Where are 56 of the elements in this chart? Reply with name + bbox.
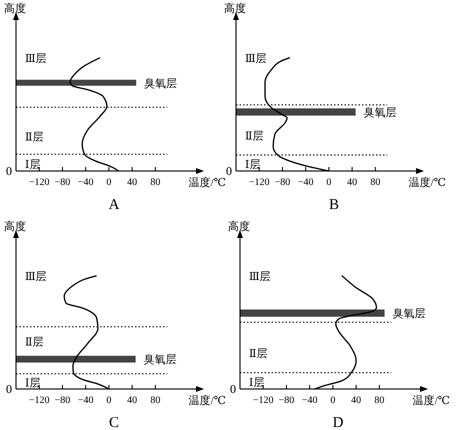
x-axis-title: 温度/℃	[188, 394, 226, 407]
annotation: Ⅱ层	[25, 131, 44, 144]
x-tick-label: −120	[248, 177, 270, 188]
x-tick-label: −40	[78, 395, 94, 406]
annotation: Ⅲ层	[25, 270, 47, 283]
annotation: Ⅲ层	[245, 52, 267, 65]
annotation: Ⅰ层	[245, 159, 260, 172]
annotation: Ⅱ层	[245, 130, 264, 143]
x-tick-label: −120	[28, 395, 50, 406]
y-axis-title: 高度	[224, 2, 246, 15]
annotation: 臭氧层	[144, 78, 178, 90]
x-tick-label: 80	[150, 177, 160, 188]
x-tick-label: −80	[274, 177, 290, 188]
x-tick-label: 0	[330, 395, 336, 406]
annotation: Ⅱ层	[249, 348, 268, 360]
x-tick-label: 80	[370, 177, 380, 188]
text: 0	[6, 164, 12, 178]
x-tick-label: −40	[298, 177, 314, 188]
y-axis-title: 高度	[228, 220, 250, 233]
text: B	[328, 197, 340, 213]
x-tick-label: −120	[252, 395, 274, 406]
annotation: 臭氧层	[144, 354, 177, 366]
annotation: 臭氧层	[364, 107, 397, 120]
text: 0	[230, 382, 236, 396]
annotation: 臭氧层	[392, 308, 426, 320]
x-tick-label: 0	[106, 177, 112, 188]
text: D	[332, 415, 344, 430]
text: A	[108, 197, 120, 213]
x-tick-label: 80	[374, 395, 384, 406]
x-tick-label: 80	[150, 395, 160, 406]
annotation: Ⅱ层	[25, 336, 44, 348]
annotation: Ⅰ层	[25, 378, 40, 390]
annotation: Ⅰ层	[25, 158, 40, 171]
x-axis-title: 温度/℃	[408, 176, 446, 189]
text: 0	[226, 164, 232, 178]
x-tick-label: −120	[28, 177, 50, 188]
x-tick-label: 40	[347, 177, 358, 188]
annotation: Ⅲ层	[249, 270, 271, 283]
x-tick-label: 40	[127, 177, 138, 188]
x-tick-label: 0	[106, 395, 112, 406]
x-tick-label: 0	[326, 177, 332, 188]
text: C	[108, 415, 120, 430]
x-tick-label: 40	[351, 395, 362, 406]
x-tick-label: −40	[78, 177, 94, 188]
x-tick-label: −80	[54, 177, 70, 188]
y-axis-title: 高度	[4, 2, 26, 15]
x-tick-label: −40	[302, 395, 318, 406]
x-tick-label: 40	[127, 395, 138, 406]
x-tick-label: −80	[278, 395, 294, 406]
text: 0	[6, 382, 12, 396]
annotation: Ⅰ层	[249, 376, 264, 389]
y-axis-title: 高度	[4, 220, 26, 233]
x-tick-label: −80	[54, 395, 70, 406]
x-axis-title: 温度/℃	[188, 176, 226, 189]
annotation: Ⅲ层	[25, 52, 47, 65]
x-axis-title: 温度/℃	[412, 394, 450, 407]
